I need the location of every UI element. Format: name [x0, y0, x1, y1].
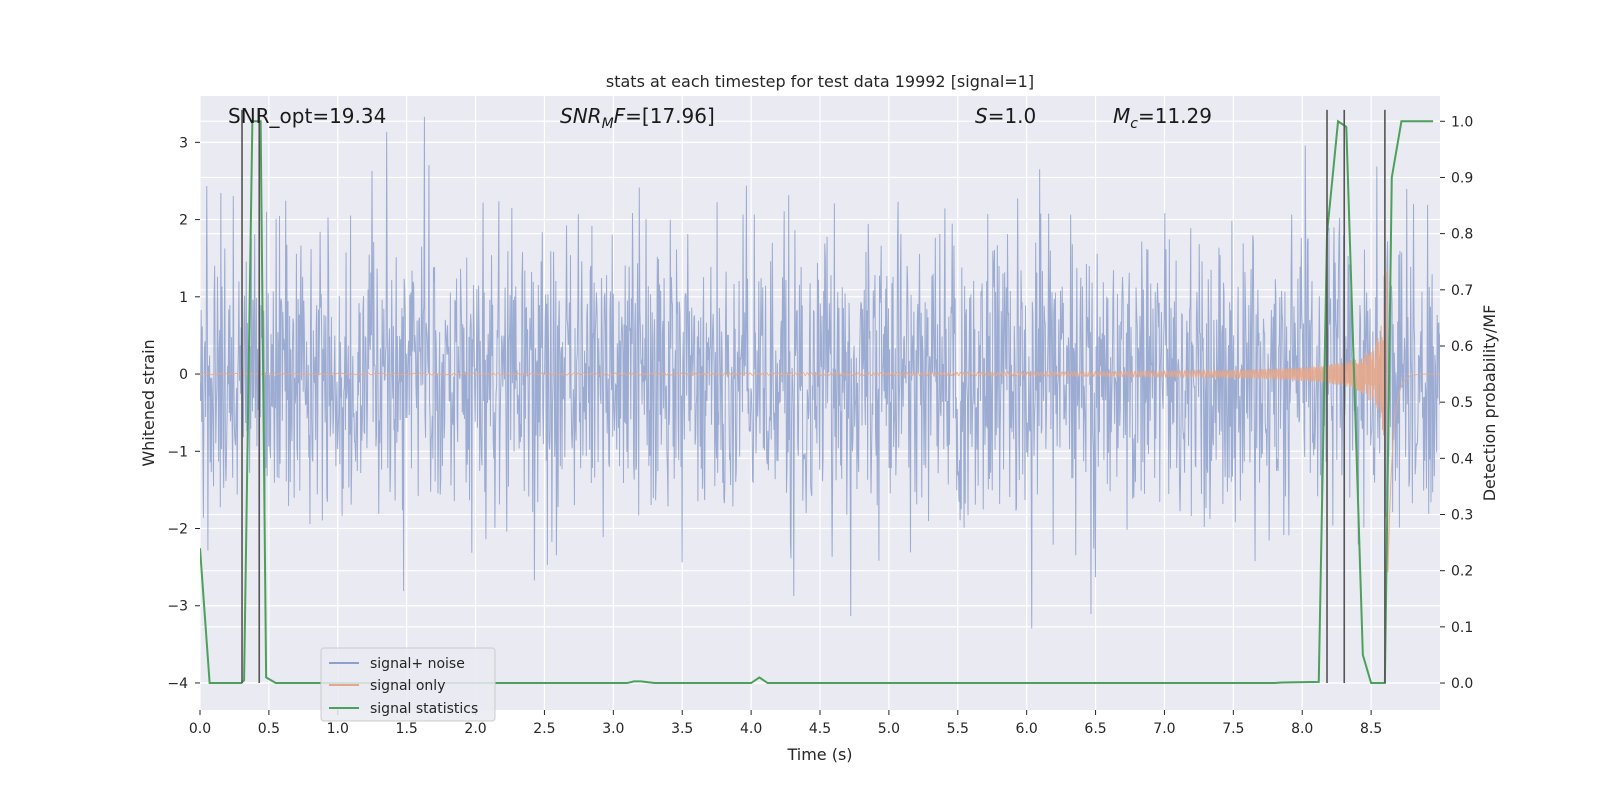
vertical-markers	[241, 109, 1386, 683]
annotation-mc-value: =11.29	[1138, 104, 1212, 128]
y2-tick-label: 0.9	[1451, 170, 1473, 186]
annotation-snr-opt: SNR_opt=19.34	[228, 104, 386, 128]
legend-label-signal-statistics: signal statistics	[370, 701, 478, 717]
legend: signal+ noise signal only signal statist…	[320, 647, 496, 722]
annotation-snr-mf-subscript: M	[602, 116, 614, 132]
x-axis-label: Time (s)	[786, 745, 852, 764]
annotation-mc-symbol: M	[1113, 104, 1130, 128]
x-tick-label: 8.5	[1360, 721, 1382, 737]
x-tick-label: 7.5	[1222, 721, 1244, 737]
y-tick-label: −3	[167, 599, 188, 615]
annotation-mc: Mc=11.29	[1113, 104, 1212, 132]
series-signal-noise	[200, 116, 1440, 629]
legend-label-signal-noise: signal+ noise	[370, 656, 465, 672]
x-tick-label: 0.5	[258, 721, 280, 737]
annotation-snr-mf-value: =[17.96]	[625, 104, 715, 128]
annotation-mc-subscript: c	[1130, 116, 1138, 132]
y-axis-left: 3 2 1 0 −1 −2 −3 −4	[167, 135, 200, 692]
x-tick-label: 6.5	[1084, 721, 1106, 737]
x-tick-label: 4.5	[809, 721, 831, 737]
y-tick-label: 3	[179, 135, 188, 151]
x-tick-label: 5.5	[947, 721, 969, 737]
y-tick-label: 2	[179, 213, 188, 229]
y2-tick-label: 0.6	[1451, 339, 1473, 355]
x-tick-label: 2.5	[533, 721, 555, 737]
y-tick-label: −1	[167, 444, 188, 460]
annotation-s-symbol: S	[975, 104, 988, 128]
x-axis: 0.0 0.5 1.0 1.5 2.0 2.5 3.0 3.5 4.0 4.5 5.0 5.5 6.0 6…	[189, 710, 1382, 737]
y2-tick-label: 0.4	[1451, 451, 1473, 467]
x-tick-label: 3.0	[602, 721, 624, 737]
y-axis-right: 1.0 0.9 0.8 0.7 0.6 0.5 0.4 0.3 0.2 0.1 0.0	[1440, 114, 1473, 692]
y2-tick-label: 0.3	[1451, 508, 1473, 524]
y2-tick-label: 0.0	[1451, 676, 1473, 692]
y2-tick-label: 0.1	[1451, 620, 1473, 636]
x-tick-label: 6.0	[1016, 721, 1038, 737]
x-tick-label: 1.0	[327, 721, 349, 737]
annotation-s-value: =1.0	[988, 104, 1037, 128]
y2-axis-label: Detection probability/MF	[1480, 305, 1499, 502]
x-tick-label: 1.5	[396, 721, 418, 737]
y-tick-label: 1	[179, 290, 188, 306]
annotation-snr-mf-symbol: SNR	[560, 104, 602, 128]
y2-tick-label: 1.0	[1451, 114, 1473, 130]
y-tick-label: −4	[167, 676, 188, 692]
y-tick-label: 0	[179, 367, 188, 383]
x-tick-label: 7.0	[1153, 721, 1175, 737]
series-signal-statistics	[200, 119, 1434, 685]
y-axis-label: Whitened strain	[139, 339, 158, 466]
y-tick-label: −2	[167, 522, 188, 538]
y2-tick-label: 0.5	[1451, 395, 1473, 411]
x-tick-label: 4.0	[740, 721, 762, 737]
annotation-snr-mf-f: F	[614, 104, 626, 128]
x-tick-label: 8.0	[1291, 721, 1313, 737]
legend-label-signal-only: signal only	[370, 678, 445, 694]
x-tick-label: 3.5	[671, 721, 693, 737]
x-tick-label: 0.0	[189, 721, 211, 737]
series-signal-only	[200, 268, 1440, 572]
x-tick-label: 2.0	[464, 721, 486, 737]
annotation-s: S=1.0	[975, 104, 1036, 128]
x-tick-label: 5.0	[878, 721, 900, 737]
series-layer	[200, 116, 1440, 685]
y2-tick-label: 0.7	[1451, 283, 1473, 299]
chart-title: stats at each timestep for test data 199…	[606, 72, 1034, 91]
y2-tick-label: 0.2	[1451, 564, 1473, 580]
y2-tick-label: 0.8	[1451, 227, 1473, 243]
legend-box	[320, 647, 496, 722]
annotation-snr-mf: SNRMF=[17.96]	[560, 104, 715, 132]
